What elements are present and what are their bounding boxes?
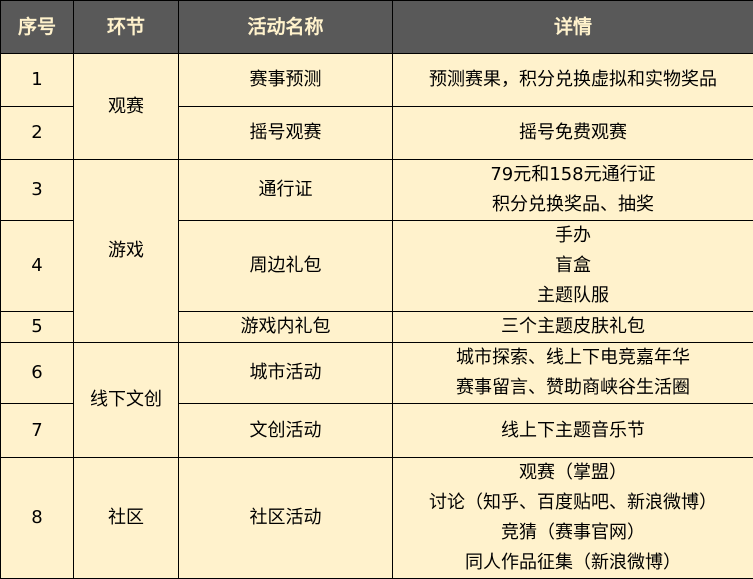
row-no: 4: [1, 221, 74, 312]
detail-line: 手办: [393, 221, 753, 251]
detail-line: 摇号免费观赛: [393, 118, 753, 148]
row-no: 3: [1, 160, 74, 221]
table-row: 8 社区 社区活动 观赛（掌盟） 讨论（知乎、百度贴吧、新浪微博） 竞猜（赛事官…: [1, 458, 753, 579]
segment-cell: 游戏: [74, 160, 179, 343]
segment-cell: 线下文创: [74, 343, 179, 458]
details-cell: 79元和158元通行证 积分兑换奖品、抽奖: [393, 160, 753, 221]
activity-cell: 周边礼包: [179, 221, 393, 312]
detail-line: 观赛（掌盟）: [393, 458, 753, 488]
activity-cell: 赛事预测: [179, 54, 393, 107]
row-no: 5: [1, 312, 74, 343]
row-no: 2: [1, 107, 74, 160]
table-row: 6 线下文创 城市活动 城市探索、线上下电竞嘉年华 赛事留言、赞助商峡谷生活圈: [1, 343, 753, 404]
activity-cell: 游戏内礼包: [179, 312, 393, 343]
details-cell: 摇号免费观赛: [393, 107, 753, 160]
detail-line: 79元和158元通行证: [393, 160, 753, 190]
activity-cell: 城市活动: [179, 343, 393, 404]
activity-table: 序号 环节 活动名称 详情 1 观赛 赛事预测 预测赛果，积分兑换虚拟和实物奖品…: [0, 0, 753, 579]
header-details: 详情: [393, 1, 753, 54]
details-cell: 观赛（掌盟） 讨论（知乎、百度贴吧、新浪微博） 竞猜（赛事官网） 同人作品征集（…: [393, 458, 753, 579]
detail-line: 积分兑换奖品、抽奖: [393, 190, 753, 220]
row-no: 1: [1, 54, 74, 107]
segment-cell: 社区: [74, 458, 179, 579]
header-activity: 活动名称: [179, 1, 393, 54]
details-cell: 三个主题皮肤礼包: [393, 312, 753, 343]
details-cell: 手办 盲盒 主题队服: [393, 221, 753, 312]
details-cell: 预测赛果，积分兑换虚拟和实物奖品: [393, 54, 753, 107]
detail-line: 竞猜（赛事官网）: [393, 518, 753, 548]
details-cell: 城市探索、线上下电竞嘉年华 赛事留言、赞助商峡谷生活圈: [393, 343, 753, 404]
table-row: 1 观赛 赛事预测 预测赛果，积分兑换虚拟和实物奖品: [1, 54, 753, 107]
activity-cell: 摇号观赛: [179, 107, 393, 160]
detail-line: 线上下主题音乐节: [393, 416, 753, 446]
row-no: 8: [1, 458, 74, 579]
header-row: 序号 环节 活动名称 详情: [1, 1, 753, 54]
detail-line: 三个主题皮肤礼包: [393, 312, 753, 342]
detail-line: 预测赛果，积分兑换虚拟和实物奖品: [393, 65, 753, 95]
table-row: 3 游戏 通行证 79元和158元通行证 积分兑换奖品、抽奖: [1, 160, 753, 221]
row-no: 6: [1, 343, 74, 404]
activity-cell: 文创活动: [179, 404, 393, 458]
detail-line: 赛事留言、赞助商峡谷生活圈: [393, 373, 753, 403]
detail-line: 讨论（知乎、百度贴吧、新浪微博）: [393, 488, 753, 518]
detail-line: 盲盒: [393, 251, 753, 281]
row-no: 7: [1, 404, 74, 458]
segment-cell: 观赛: [74, 54, 179, 160]
detail-line: 主题队服: [393, 281, 753, 311]
header-segment: 环节: [74, 1, 179, 54]
activity-cell: 社区活动: [179, 458, 393, 579]
details-cell: 线上下主题音乐节: [393, 404, 753, 458]
header-no: 序号: [1, 1, 74, 54]
activity-cell: 通行证: [179, 160, 393, 221]
detail-line: 城市探索、线上下电竞嘉年华: [393, 343, 753, 373]
